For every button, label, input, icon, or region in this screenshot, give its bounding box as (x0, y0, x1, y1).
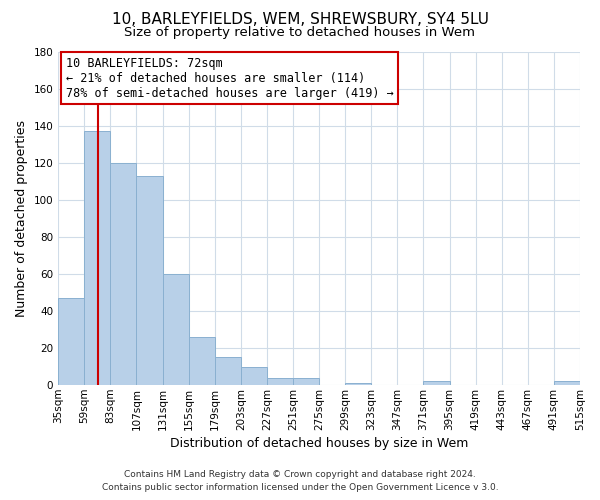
Bar (554, 382, 580, 385)
Text: Contains HM Land Registry data © Crown copyright and database right 2024.
Contai: Contains HM Land Registry data © Crown c… (101, 470, 499, 492)
Bar (84, 131, 110, 385)
Text: Size of property relative to detached houses in Wem: Size of property relative to detached ho… (125, 26, 476, 39)
Text: 10 BARLEYFIELDS: 72sqm
← 21% of detached houses are smaller (114)
78% of semi-de: 10 BARLEYFIELDS: 72sqm ← 21% of detached… (66, 56, 394, 100)
Bar (293, 378, 319, 385)
X-axis label: Distribution of detached houses by size in Wem: Distribution of detached houses by size … (170, 437, 468, 450)
Bar (110, 162, 136, 385)
Bar (215, 358, 241, 385)
Text: 10, BARLEYFIELDS, WEM, SHREWSBURY, SY4 5LU: 10, BARLEYFIELDS, WEM, SHREWSBURY, SY4 5… (112, 12, 488, 28)
Bar (136, 176, 163, 385)
Bar (58, 298, 84, 385)
Bar (267, 378, 293, 385)
Bar (163, 274, 188, 385)
Bar (241, 366, 267, 385)
Bar (345, 384, 371, 385)
Bar (424, 382, 449, 385)
Bar (188, 337, 215, 385)
Y-axis label: Number of detached properties: Number of detached properties (15, 120, 28, 317)
